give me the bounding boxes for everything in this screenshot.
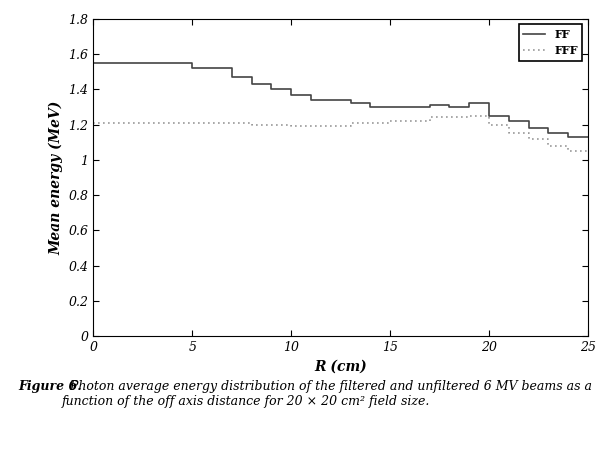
FF bbox=[545, 125, 552, 131]
FF bbox=[308, 92, 315, 97]
FF bbox=[288, 92, 295, 97]
FFF bbox=[387, 118, 394, 124]
FF bbox=[525, 125, 532, 131]
FF bbox=[288, 86, 295, 92]
FF bbox=[584, 134, 592, 140]
FFF bbox=[525, 131, 532, 136]
FF bbox=[505, 113, 513, 119]
FF bbox=[446, 104, 453, 110]
FF bbox=[426, 104, 434, 110]
Legend: FF, FFF: FF, FFF bbox=[519, 24, 582, 61]
FF bbox=[564, 134, 572, 140]
FF bbox=[189, 65, 196, 71]
FFF bbox=[248, 120, 255, 126]
FF bbox=[229, 74, 236, 80]
FFF bbox=[485, 122, 493, 127]
FFF bbox=[545, 136, 552, 142]
FF bbox=[308, 97, 315, 103]
FF bbox=[367, 104, 374, 110]
Text: Photon average energy distribution of the filtered and unfiltered 6 MV beams as : Photon average energy distribution of th… bbox=[62, 380, 592, 408]
FF bbox=[485, 100, 493, 106]
FFF bbox=[505, 131, 513, 136]
FFF bbox=[288, 123, 295, 129]
FFF bbox=[466, 113, 473, 119]
FF bbox=[367, 100, 374, 106]
FF bbox=[446, 102, 453, 108]
Text: Figure 6.: Figure 6. bbox=[18, 380, 82, 393]
FFF bbox=[347, 120, 354, 126]
X-axis label: R (cm): R (cm) bbox=[314, 360, 367, 374]
FF bbox=[505, 118, 513, 124]
FFF bbox=[505, 122, 513, 127]
Line: FFF: FFF bbox=[93, 116, 588, 151]
FF bbox=[387, 104, 394, 110]
FFF bbox=[564, 143, 572, 149]
FFF bbox=[525, 136, 532, 142]
FFF bbox=[347, 123, 354, 129]
FFF bbox=[564, 148, 572, 154]
FF bbox=[90, 60, 97, 65]
FFF bbox=[584, 148, 592, 154]
FFF bbox=[426, 115, 434, 120]
FF bbox=[248, 81, 255, 87]
FF bbox=[387, 104, 394, 110]
FF bbox=[347, 100, 354, 106]
FFF bbox=[90, 120, 97, 126]
FF bbox=[485, 113, 493, 119]
FF bbox=[426, 102, 434, 108]
Y-axis label: Mean energy (MeV): Mean energy (MeV) bbox=[49, 100, 63, 255]
FF bbox=[564, 131, 572, 136]
FFF bbox=[426, 118, 434, 124]
Line: FF: FF bbox=[93, 63, 588, 137]
FF bbox=[347, 97, 354, 103]
FF bbox=[248, 74, 255, 80]
FF bbox=[545, 131, 552, 136]
FF bbox=[268, 81, 275, 87]
FFF bbox=[248, 122, 255, 127]
FF bbox=[189, 60, 196, 65]
FF bbox=[229, 65, 236, 71]
FF bbox=[466, 100, 473, 106]
FFF bbox=[545, 143, 552, 149]
FFF bbox=[485, 113, 493, 119]
FFF bbox=[387, 120, 394, 126]
FFF bbox=[466, 115, 473, 120]
FF bbox=[466, 104, 473, 110]
FFF bbox=[288, 122, 295, 127]
FF bbox=[268, 86, 275, 92]
FF bbox=[525, 118, 532, 124]
